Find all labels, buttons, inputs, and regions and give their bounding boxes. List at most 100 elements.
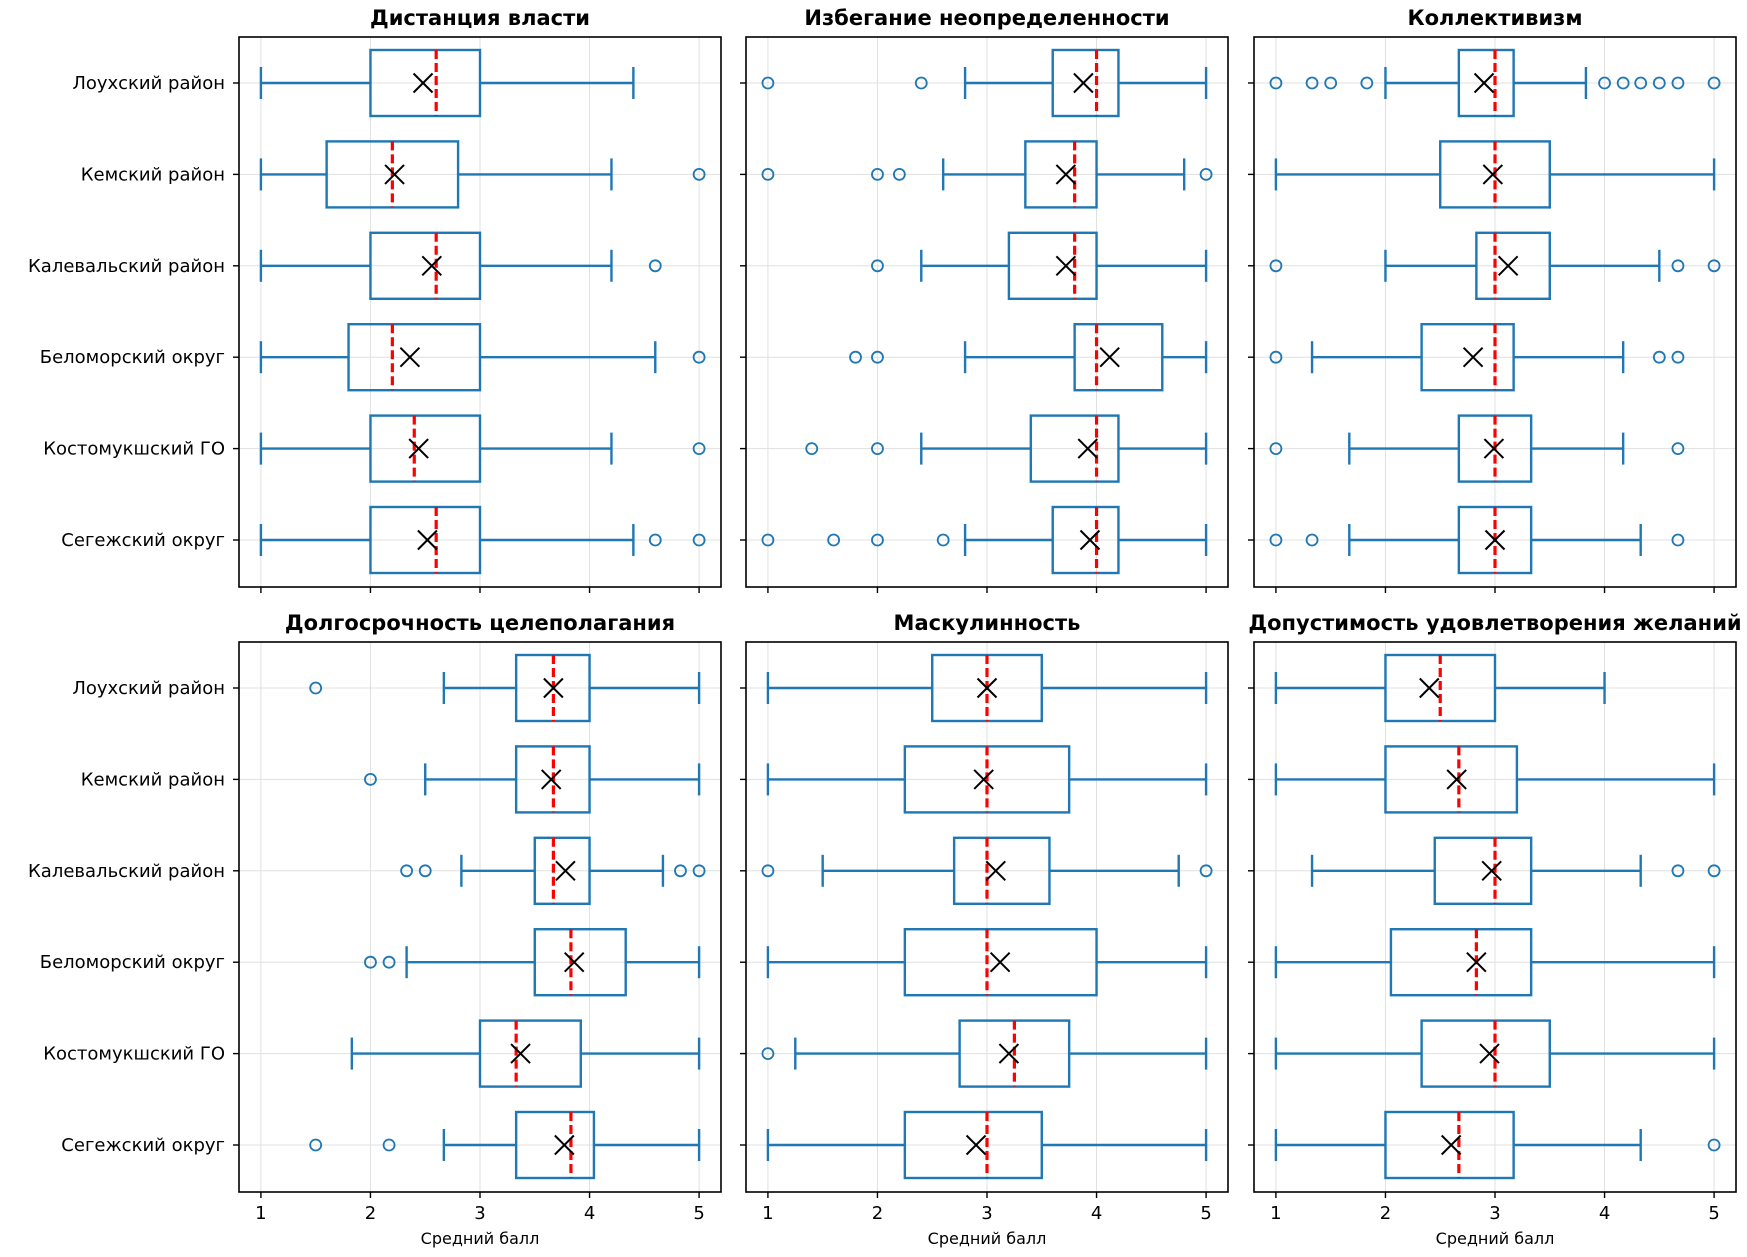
outlier-point [1671,76,1685,90]
mean-marker-stroke [384,164,405,185]
category-label: Лоухский район [72,73,225,94]
box-group [766,653,1208,723]
mean-marker [408,438,429,459]
box-group [805,414,1208,483]
mean-marker [1446,769,1467,790]
box [952,836,1051,905]
outlier-point [692,350,706,364]
panel-6: Допустимость удовлетворения желаний 1 2 3 4 5… [1248,611,1742,1248]
panel-title: Допустимость удовлетворения желаний [1248,611,1741,635]
outlier-point [1671,864,1685,878]
outlier-point [364,955,377,969]
box [1389,928,1533,997]
box [1433,836,1533,905]
outlier-point [761,76,775,90]
mean-marker [1099,346,1120,368]
x-tick-label: 1 [762,1203,773,1224]
outlier-point [761,1047,775,1060]
outlier-point [648,533,662,547]
panel-title: Маскулинность [894,611,1081,635]
box [903,928,1098,997]
box-group [1269,48,1721,118]
box [369,505,482,575]
mean-marker-stroke [421,255,443,277]
category-label: Кемский район [81,164,225,185]
box [514,1110,596,1180]
outlier-point [936,533,950,547]
x-tick-label: 4 [584,1203,595,1224]
grid [1254,642,1736,1192]
panel-title: Дистанция власти [370,6,590,30]
mean-marker-stroke [510,1043,531,1064]
box-group [1269,323,1685,392]
outlier-point [805,442,819,456]
outlier-point [364,773,377,786]
panel-2: Избегание неопределенности [740,6,1229,593]
panel-1: Дистанция власти Лоухский район Кемский ра… [28,6,722,593]
outlier-point [1305,533,1319,547]
box [1457,48,1515,118]
box-group [259,48,635,118]
outlier-point [761,533,775,547]
outlier-point [827,533,841,547]
box-group [1269,505,1685,575]
box [1051,505,1120,575]
mean-marker [543,677,564,699]
mean-marker-stroke [1481,860,1502,882]
x-tick-label: 2 [1380,1203,1391,1224]
box-group [1274,745,1716,814]
outlier-point [1269,76,1283,90]
outlier-point [1707,76,1721,90]
x-tick-label: 5 [1200,1203,1211,1224]
mean-marker [384,164,405,185]
box-group [761,1019,1208,1088]
mean-marker [1055,255,1077,277]
outlier-point [692,442,706,456]
x-tick-label: 2 [365,1203,376,1224]
mean-marker [976,677,998,699]
mean-marker-stroke [417,529,438,551]
mean-marker-stroke [998,1043,1020,1064]
box-group [259,505,706,575]
box [1475,231,1551,301]
outlier-point [400,864,414,878]
box-group [259,140,706,209]
mean-marker [555,860,576,882]
grid [1254,37,1736,587]
category-label: Беломорский округ [40,347,225,368]
outlier-point [892,167,906,181]
mean-marker-stroke [1479,1043,1500,1064]
mean-marker [1482,164,1504,185]
outlier-point [871,259,884,273]
x-axis-label: Средний балл [421,1229,540,1248]
category-label: Костомукшский ГО [43,1044,225,1065]
x-tick-label: 1 [255,1203,266,1224]
grid [239,642,721,1192]
outlier-point [1707,864,1721,878]
box [369,414,482,483]
outlier-point [1634,76,1648,90]
outlier-point [1707,259,1721,273]
mean-marker-stroke [1055,164,1077,185]
mean-marker [1440,1134,1462,1156]
mean-marker-stroke [1077,438,1098,459]
mean-marker [399,346,421,368]
mean-marker-stroke [1484,529,1506,551]
mean-marker-stroke [1055,255,1077,277]
mean-marker-stroke [1473,72,1495,94]
box [1051,48,1120,118]
mean-marker [412,72,434,94]
mean-marker [1077,438,1098,459]
category-label: Сегежский округ [61,530,225,551]
box-group [309,653,701,723]
x-tick-label: 3 [1489,1203,1500,1224]
mean-marker-stroke [1099,346,1120,368]
box [1029,414,1120,483]
x-tick-label: 3 [474,1203,485,1224]
x-tick-label: 2 [872,1203,883,1224]
mean-marker-stroke [1079,529,1101,551]
outlier-point [1652,76,1666,90]
panel-title: Избегание неопределенности [804,6,1169,30]
mean-marker-stroke [554,1134,575,1156]
